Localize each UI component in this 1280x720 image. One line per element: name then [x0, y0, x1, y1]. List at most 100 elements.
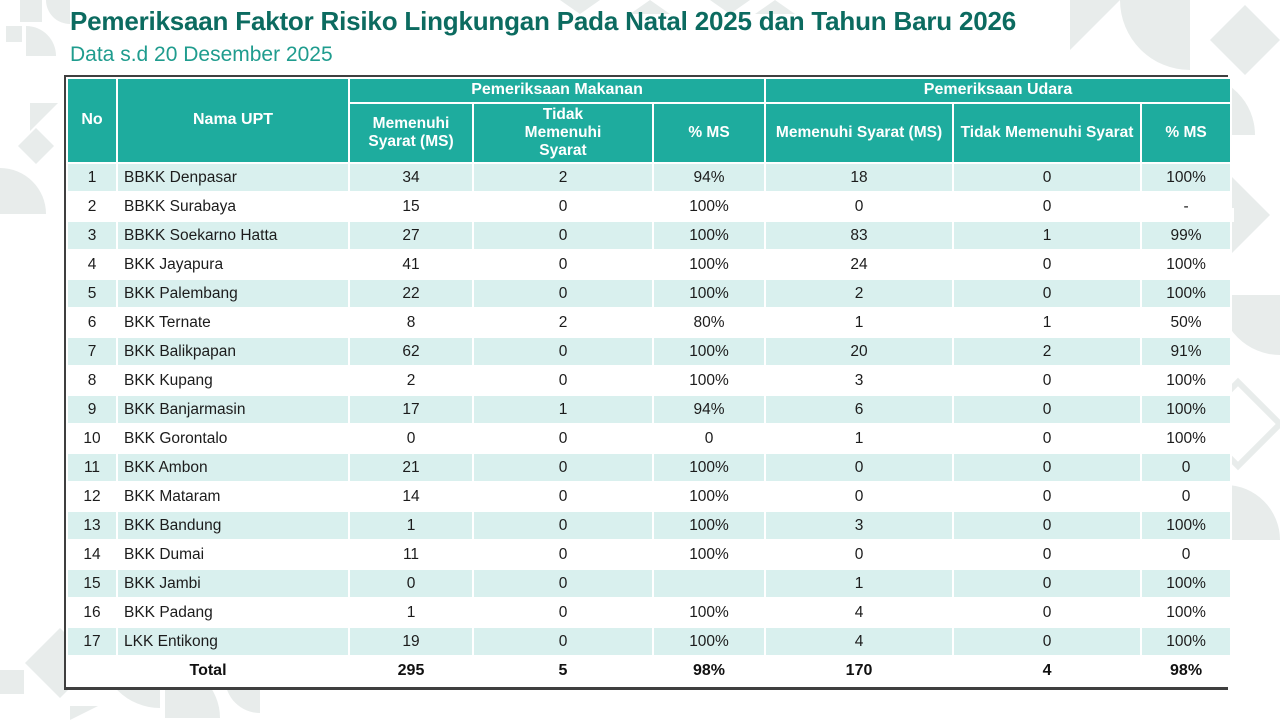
cell-mak_ms: 1 [348, 597, 474, 628]
cell-no: 10 [66, 423, 118, 454]
total-makanan-tms: 5 [472, 655, 654, 687]
cell-mak_pms: 94% [651, 394, 767, 425]
cell-ud_pms: 0 [1140, 481, 1233, 512]
cell-ud_ms: 83 [764, 220, 955, 251]
cell-mak_tms: 1 [472, 394, 654, 425]
cell-no: 14 [66, 539, 118, 570]
inspection-table-container: No Nama UPT Pemeriksaan Makanan Pemeriks… [64, 75, 1233, 690]
cell-ud_ms: 2 [764, 278, 955, 309]
cell-mak_tms: 0 [472, 365, 654, 396]
total-row: Total 295 5 98% 170 4 98% [66, 655, 1233, 687]
cell-mak_tms: 2 [472, 307, 654, 338]
cell-mak_pms: 100% [651, 220, 767, 251]
cell-nama: BKK Palembang [116, 278, 350, 309]
cell-mak_pms: 100% [651, 191, 767, 222]
cell-no: 16 [66, 597, 118, 628]
column-header-udara-tidak-memenuhi-syarat: Tidak Memenuhi Syarat [952, 102, 1143, 164]
cell-nama: BBKK Soekarno Hatta [116, 220, 350, 251]
cell-ud_tms: 0 [952, 597, 1143, 628]
column-header-no: No [66, 77, 118, 164]
cell-nama: BKK Ambon [116, 452, 350, 483]
cell-mak_pms: 94% [651, 162, 767, 193]
cell-mak_pms: 100% [651, 539, 767, 570]
table-row: 12 BKK Mataram 14 0 100% 0 0 0 [66, 481, 1233, 512]
total-udara-persen-ms: 98% [1140, 655, 1233, 687]
cell-no: 4 [66, 249, 118, 280]
cell-ud_pms: 100% [1140, 423, 1233, 454]
table-row: 8 BKK Kupang 2 0 100% 3 0 100% [66, 365, 1233, 396]
cell-nama: BKK Kupang [116, 365, 350, 396]
cell-nama: BKK Padang [116, 597, 350, 628]
cell-mak_tms: 0 [472, 278, 654, 309]
cell-ud_tms: 0 [952, 452, 1143, 483]
cell-ud_ms: 4 [764, 626, 955, 657]
cell-mak_pms [651, 568, 767, 599]
cell-ud_tms: 0 [952, 539, 1143, 570]
cell-mak_pms: 0 [651, 423, 767, 454]
cell-mak_ms: 17 [348, 394, 474, 425]
cell-ud_ms: 3 [764, 365, 955, 396]
table-row: 10 BKK Gorontalo 0 0 0 1 0 100% [66, 423, 1233, 454]
cell-mak_tms: 0 [472, 597, 654, 628]
table-row: 7 BKK Balikpapan 62 0 100% 20 2 91% [66, 336, 1233, 367]
cell-mak_ms: 2 [348, 365, 474, 396]
cell-ud_ms: 0 [764, 539, 955, 570]
cell-no: 2 [66, 191, 118, 222]
cell-mak_tms: 0 [472, 510, 654, 541]
cell-nama: BKK Jayapura [116, 249, 350, 280]
total-makanan-ms: 295 [348, 655, 474, 687]
cell-ud_ms: 0 [764, 452, 955, 483]
cell-mak_tms: 2 [472, 162, 654, 193]
cell-ud_ms: 3 [764, 510, 955, 541]
column-header-udara-memenuhi-syarat: Memenuhi Syarat (MS) [764, 102, 955, 164]
cell-ud_ms: 6 [764, 394, 955, 425]
cell-mak_ms: 1 [348, 510, 474, 541]
cell-ud_tms: 0 [952, 423, 1143, 454]
cell-ud_pms: 0 [1140, 539, 1233, 570]
table-row: 3 BBKK Soekarno Hatta 27 0 100% 83 1 99% [66, 220, 1233, 251]
cell-mak_ms: 22 [348, 278, 474, 309]
cell-mak_tms: 0 [472, 481, 654, 512]
cell-mak_tms: 0 [472, 568, 654, 599]
cell-mak_tms: 0 [472, 191, 654, 222]
column-header-label: Tidak Memenuhi Syarat [524, 106, 602, 159]
column-header-makanan-memenuhi-syarat: Memenuhi Syarat (MS) [348, 102, 474, 164]
cell-no: 8 [66, 365, 118, 396]
cell-mak_ms: 15 [348, 191, 474, 222]
page-subtitle: Data s.d 20 Desember 2025 [70, 43, 333, 66]
column-header-udara-persen-ms: % MS [1140, 102, 1233, 164]
cell-nama: BKK Jambi [116, 568, 350, 599]
cell-ud_tms: 2 [952, 336, 1143, 367]
cell-nama: BKK Mataram [116, 481, 350, 512]
table-row: 1 BBKK Denpasar 34 2 94% 18 0 100% [66, 162, 1233, 193]
cell-mak_pms: 100% [651, 626, 767, 657]
cell-ud_pms: 100% [1140, 365, 1233, 396]
cell-no: 6 [66, 307, 118, 338]
cell-mak_tms: 0 [472, 336, 654, 367]
table-row: 15 BKK Jambi 0 0 1 0 100% [66, 568, 1233, 599]
cell-nama: LKK Entikong [116, 626, 350, 657]
column-header-makanan-persen-ms: % MS [651, 102, 767, 164]
cell-mak_pms: 100% [651, 249, 767, 280]
column-header-nama-upt: Nama UPT [116, 77, 350, 164]
cell-mak_pms: 100% [651, 597, 767, 628]
table-header: No Nama UPT Pemeriksaan Makanan Pemeriks… [66, 77, 1233, 164]
cell-no: 7 [66, 336, 118, 367]
cell-ud_pms: 100% [1140, 597, 1233, 628]
table-row: 14 BKK Dumai 11 0 100% 0 0 0 [66, 539, 1233, 570]
table-footer: Total 295 5 98% 170 4 98% [66, 655, 1233, 687]
cell-no: 3 [66, 220, 118, 251]
cell-ud_pms: - [1140, 191, 1233, 222]
cell-ud_ms: 4 [764, 597, 955, 628]
cell-ud_ms: 18 [764, 162, 955, 193]
total-udara-ms: 170 [764, 655, 955, 687]
cell-mak_pms: 100% [651, 278, 767, 309]
cell-ud_ms: 1 [764, 568, 955, 599]
cell-mak_ms: 0 [348, 423, 474, 454]
table-row: 5 BKK Palembang 22 0 100% 2 0 100% [66, 278, 1233, 309]
cell-ud_pms: 100% [1140, 626, 1233, 657]
total-label: Total [66, 655, 350, 687]
cell-ud_tms: 1 [952, 220, 1143, 251]
cell-mak_ms: 11 [348, 539, 474, 570]
cell-ud_pms: 100% [1140, 278, 1233, 309]
